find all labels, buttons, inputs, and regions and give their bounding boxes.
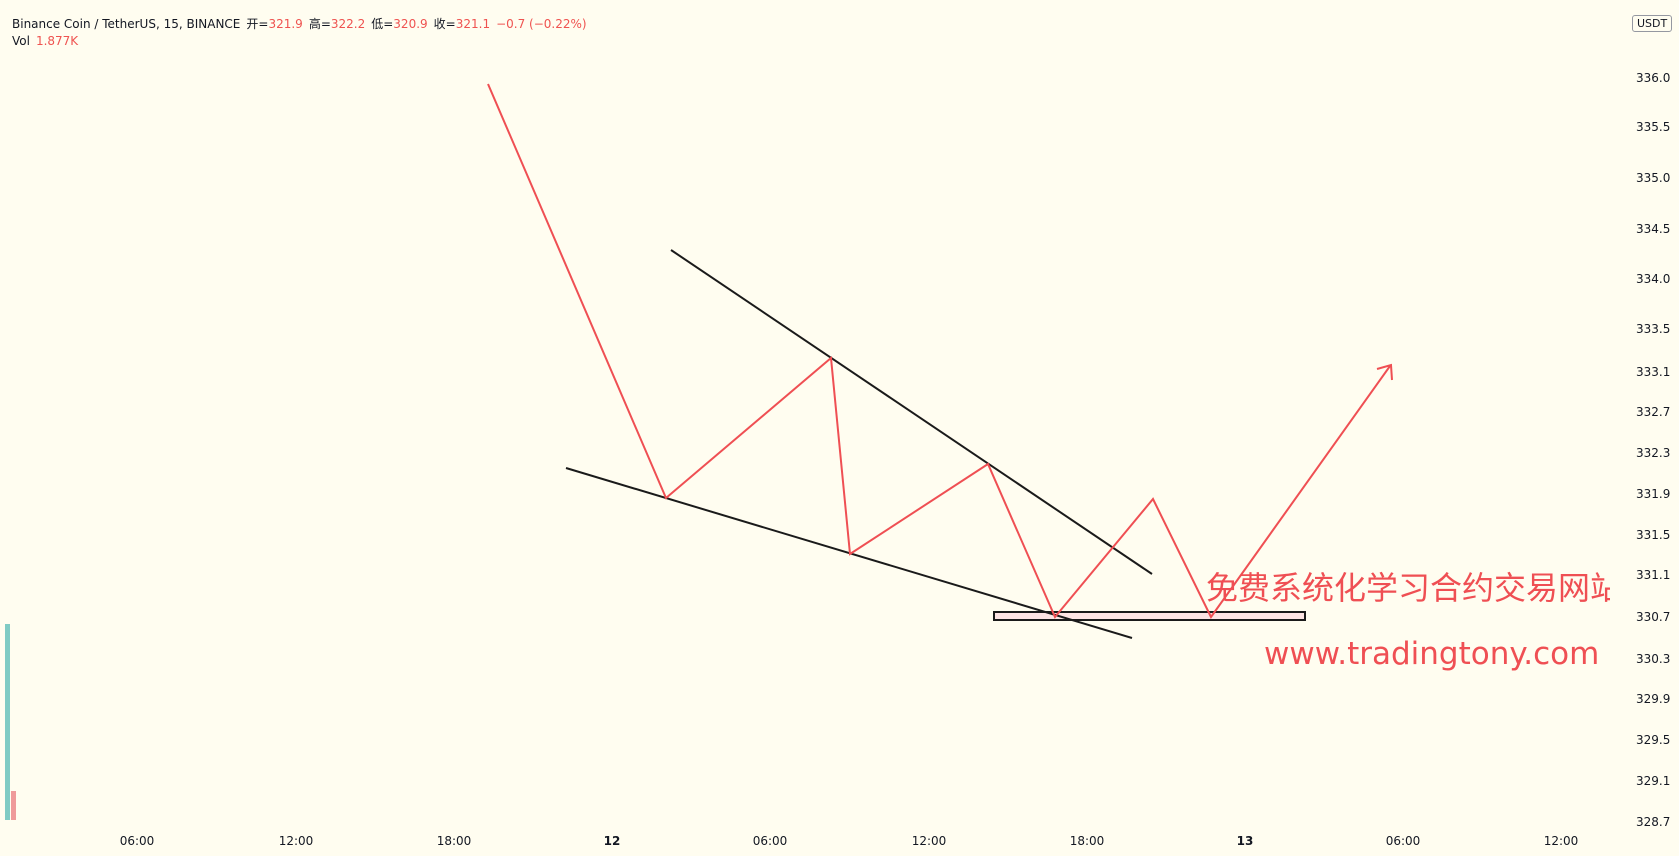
price-tick-label: 330.3 [1636,652,1671,666]
support-zone-box[interactable] [993,611,1306,621]
legend-change: −0.7 (−0.22%) [496,17,587,31]
price-tick-label: 329.1 [1636,774,1671,788]
legend-close-value: 321.1 [455,17,491,31]
legend-close-label: 收= [433,17,456,31]
time-tick-label: 06:00 [1385,834,1421,848]
legend-open-label: 开= [246,17,269,31]
legend-open-value: 321.9 [268,17,303,31]
legend-symbol[interactable]: Binance Coin / TetherUS, 15, BINANCE [12,17,241,31]
price-tick-label: 329.5 [1636,733,1671,747]
chart-drawing-canvas[interactable] [0,0,1610,820]
price-tick-label: 330.7 [1636,610,1671,624]
watermark-url-text: www.tradingtony.com [1264,636,1600,672]
time-tick-label: 18:00 [436,834,472,848]
price-tick-label: 334.0 [1636,272,1671,286]
price-tick-label: 334.5 [1636,222,1671,236]
price-tick-label: 332.7 [1636,405,1671,419]
legend-low-label: 低= [371,17,394,31]
arrow-head [1376,363,1393,381]
price-tick-label: 331.5 [1636,528,1671,542]
chart-pane[interactable]: Binance Coin / TetherUS, 15, BINANCE 开=32… [0,0,1622,820]
legend-volume: Vol 1.877K [12,34,78,48]
legend-vol-value: 1.877K [35,34,79,48]
price-tick-label: 333.1 [1636,365,1671,379]
legend-ohlc: Binance Coin / TetherUS, 15, BINANCE 开=32… [12,15,587,32]
legend-high-label: 高= [308,17,331,31]
price-tick-label: 329.9 [1636,692,1671,706]
time-axis[interactable] [0,820,1610,856]
price-tick-label: 331.1 [1636,568,1671,582]
price-tick-label: 332.3 [1636,446,1671,460]
upper-trendline[interactable] [670,249,1153,575]
price-tick-label: 335.0 [1636,171,1671,185]
time-tick-label: 12:00 [1543,834,1579,848]
volume-bar-green [5,624,10,820]
volume-bar-red [11,791,16,820]
currency-badge[interactable]: USDT [1632,15,1673,32]
legend-low-value: 320.9 [393,17,428,31]
price-tick-label: 328.7 [1636,815,1671,829]
price-tick-label: 336.0 [1636,71,1671,85]
time-tick-label: 12 [603,834,621,848]
time-tick-label: 13 [1236,834,1254,848]
price-tick-label: 335.5 [1636,120,1671,134]
watermark-chinese-text: 免费系统化学习合约交易网站 [1206,569,1623,607]
legend-high-value: 322.2 [330,17,366,31]
time-tick-label: 06:00 [119,834,155,848]
price-axis[interactable] [1610,0,1679,856]
price-tick-label: 333.5 [1636,322,1671,336]
red-zigzag-path[interactable] [487,83,1391,619]
price-tick-label: 331.9 [1636,487,1671,501]
time-tick-label: 06:00 [752,834,788,848]
time-tick-label: 12:00 [911,834,947,848]
time-tick-label: 12:00 [278,834,314,848]
time-tick-label: 18:00 [1069,834,1105,848]
legend-vol-label[interactable]: Vol [12,34,30,48]
